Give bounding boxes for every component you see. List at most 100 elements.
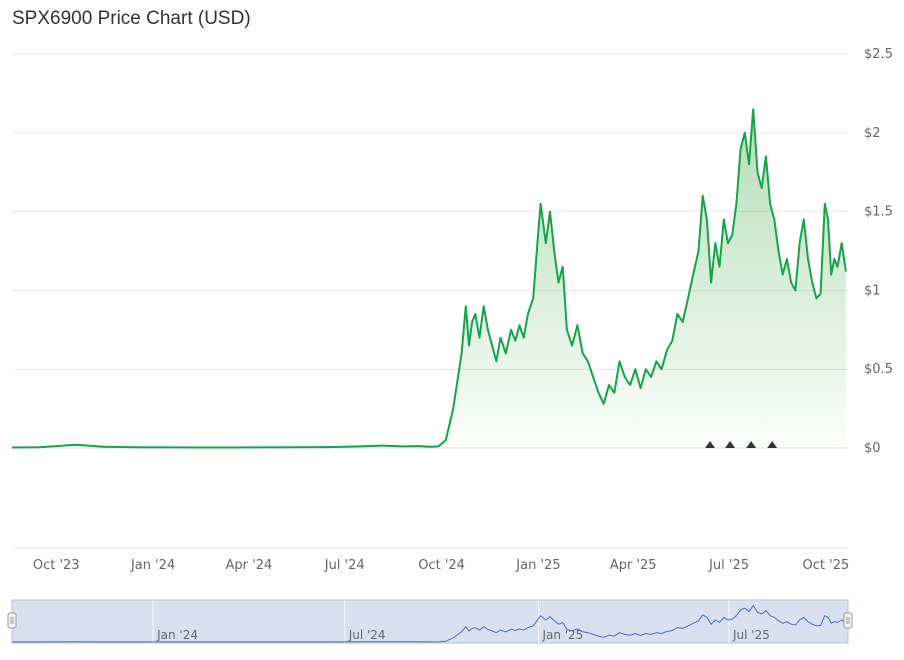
data-point[interactable]: [509, 328, 513, 332]
data-point[interactable]: [840, 241, 844, 245]
event-marker[interactable]: [705, 441, 716, 448]
data-point[interactable]: [768, 202, 772, 206]
data-point[interactable]: [526, 312, 530, 316]
data-point[interactable]: [806, 257, 810, 261]
data-point[interactable]: [451, 407, 455, 411]
data-point[interactable]: [517, 323, 521, 327]
data-point[interactable]: [835, 265, 839, 269]
data-point[interactable]: [691, 273, 695, 277]
data-point[interactable]: [467, 344, 471, 348]
data-point[interactable]: [772, 217, 776, 221]
data-point[interactable]: [670, 339, 674, 343]
data-point[interactable]: [734, 202, 738, 206]
data-point[interactable]: [460, 351, 464, 355]
data-point[interactable]: [789, 281, 793, 285]
data-point[interactable]: [819, 292, 823, 296]
navigator-right-handle[interactable]: [843, 612, 853, 629]
data-point[interactable]: [798, 241, 802, 245]
event-marker[interactable]: [725, 441, 736, 448]
data-point[interactable]: [612, 391, 616, 395]
data-point[interactable]: [586, 359, 590, 363]
price-line[interactable]: [11, 108, 847, 449]
data-point[interactable]: [644, 367, 648, 371]
data-point[interactable]: [428, 445, 432, 449]
data-point[interactable]: [482, 304, 486, 308]
data-point[interactable]: [844, 269, 848, 273]
data-point[interactable]: [565, 328, 569, 332]
data-point[interactable]: [829, 273, 833, 277]
data-point[interactable]: [681, 320, 685, 324]
data-point[interactable]: [37, 445, 41, 449]
data-point[interactable]: [464, 304, 468, 308]
data-point[interactable]: [10, 446, 14, 450]
data-point[interactable]: [607, 383, 611, 387]
data-point[interactable]: [686, 296, 690, 300]
data-point[interactable]: [730, 233, 734, 237]
data-point[interactable]: [675, 312, 679, 316]
navigator-left-handle[interactable]: [7, 612, 17, 629]
data-point[interactable]: [561, 265, 565, 269]
data-point[interactable]: [477, 336, 481, 340]
data-point[interactable]: [739, 147, 743, 151]
data-point[interactable]: [665, 348, 669, 352]
data-point[interactable]: [705, 217, 709, 221]
data-point[interactable]: [713, 241, 717, 245]
data-point[interactable]: [570, 344, 574, 348]
navigator-selection[interactable]: [11, 599, 849, 644]
data-point[interactable]: [709, 281, 713, 285]
handle-body[interactable]: [7, 612, 17, 629]
data-point[interactable]: [718, 265, 722, 269]
data-point[interactable]: [539, 202, 543, 206]
data-point[interactable]: [102, 445, 106, 449]
data-point[interactable]: [747, 162, 751, 166]
data-point[interactable]: [581, 351, 585, 355]
data-point[interactable]: [760, 186, 764, 190]
data-point[interactable]: [596, 391, 600, 395]
data-point[interactable]: [633, 367, 637, 371]
data-point[interactable]: [552, 249, 556, 253]
data-point[interactable]: [357, 444, 361, 448]
data-point[interactable]: [618, 359, 622, 363]
data-point[interactable]: [490, 344, 494, 348]
data-point[interactable]: [473, 312, 477, 316]
data-point[interactable]: [401, 444, 405, 448]
data-point[interactable]: [832, 257, 836, 261]
data-point[interactable]: [293, 445, 297, 449]
data-point[interactable]: [781, 273, 785, 277]
data-point[interactable]: [198, 446, 202, 450]
data-point[interactable]: [436, 444, 440, 448]
data-point[interactable]: [494, 359, 498, 363]
data-point[interactable]: [444, 438, 448, 442]
data-point[interactable]: [823, 202, 827, 206]
event-marker[interactable]: [767, 441, 778, 448]
data-point[interactable]: [722, 217, 726, 221]
data-point[interactable]: [470, 320, 474, 324]
data-point[interactable]: [486, 328, 490, 332]
data-point[interactable]: [743, 131, 747, 135]
data-point[interactable]: [522, 336, 526, 340]
data-point[interactable]: [639, 386, 643, 390]
data-point[interactable]: [802, 217, 806, 221]
data-point[interactable]: [513, 339, 517, 343]
data-point[interactable]: [544, 241, 548, 245]
data-point[interactable]: [417, 444, 421, 448]
data-point[interactable]: [785, 257, 789, 261]
data-point[interactable]: [696, 249, 700, 253]
data-point[interactable]: [755, 170, 759, 174]
data-point[interactable]: [602, 402, 606, 406]
event-marker[interactable]: [746, 441, 757, 448]
data-point[interactable]: [380, 444, 384, 448]
data-point[interactable]: [826, 217, 830, 221]
data-point[interactable]: [166, 445, 170, 449]
data-point[interactable]: [701, 194, 705, 198]
data-point[interactable]: [133, 445, 137, 449]
data-point[interactable]: [229, 446, 233, 450]
data-point[interactable]: [649, 375, 653, 379]
data-point[interactable]: [726, 241, 730, 245]
data-point[interactable]: [764, 154, 768, 158]
data-point[interactable]: [74, 443, 78, 447]
data-point[interactable]: [591, 375, 595, 379]
data-point[interactable]: [531, 296, 535, 300]
data-point[interactable]: [504, 351, 508, 355]
